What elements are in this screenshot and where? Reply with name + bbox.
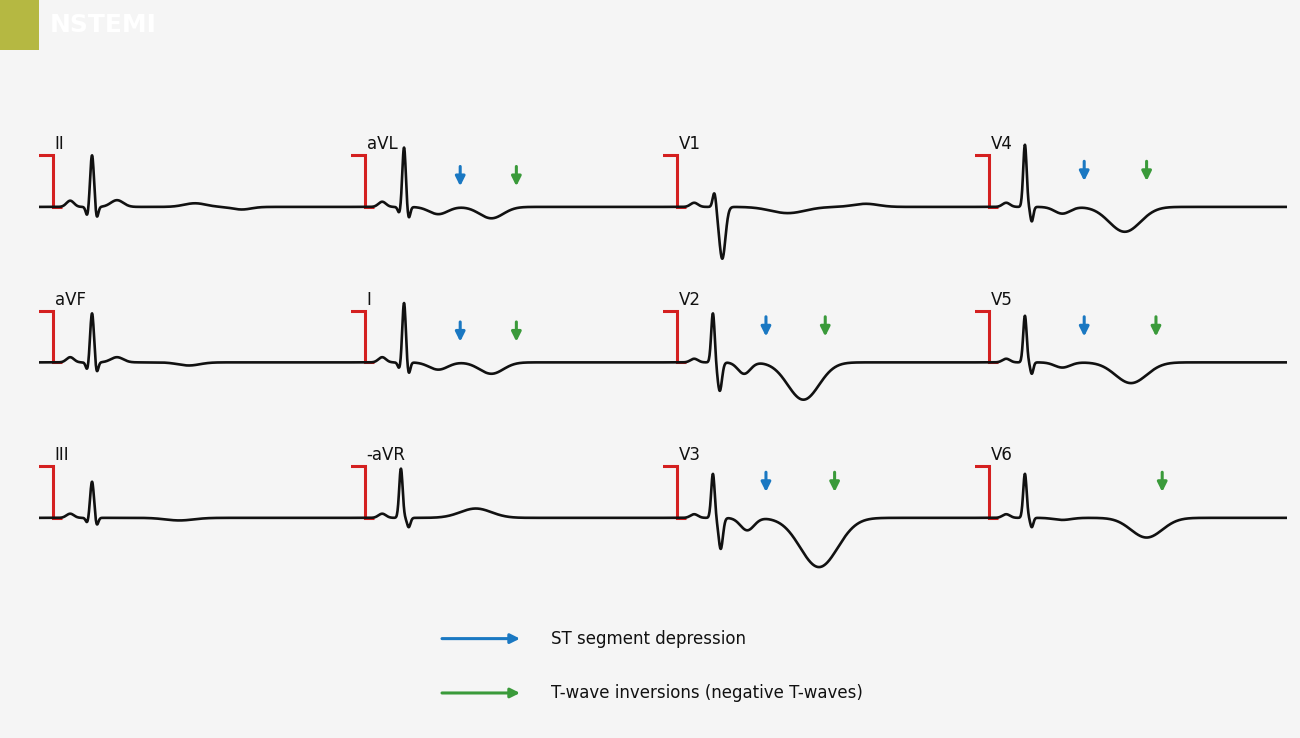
Text: V6: V6 <box>991 446 1013 464</box>
Text: V3: V3 <box>679 446 701 464</box>
Text: ST segment depression: ST segment depression <box>551 630 746 648</box>
Bar <box>0 0 39 50</box>
Text: aVL: aVL <box>367 135 398 154</box>
Text: V4: V4 <box>991 135 1013 154</box>
Text: V5: V5 <box>991 291 1013 309</box>
Text: T-wave inversions (negative T-waves): T-wave inversions (negative T-waves) <box>551 684 863 702</box>
Text: NSTEMI: NSTEMI <box>49 13 156 37</box>
Text: II: II <box>55 135 64 154</box>
Text: V2: V2 <box>679 291 701 309</box>
Text: III: III <box>55 446 69 464</box>
Text: V1: V1 <box>679 135 701 154</box>
Text: -aVR: -aVR <box>367 446 406 464</box>
Text: aVF: aVF <box>55 291 86 309</box>
Text: I: I <box>367 291 372 309</box>
